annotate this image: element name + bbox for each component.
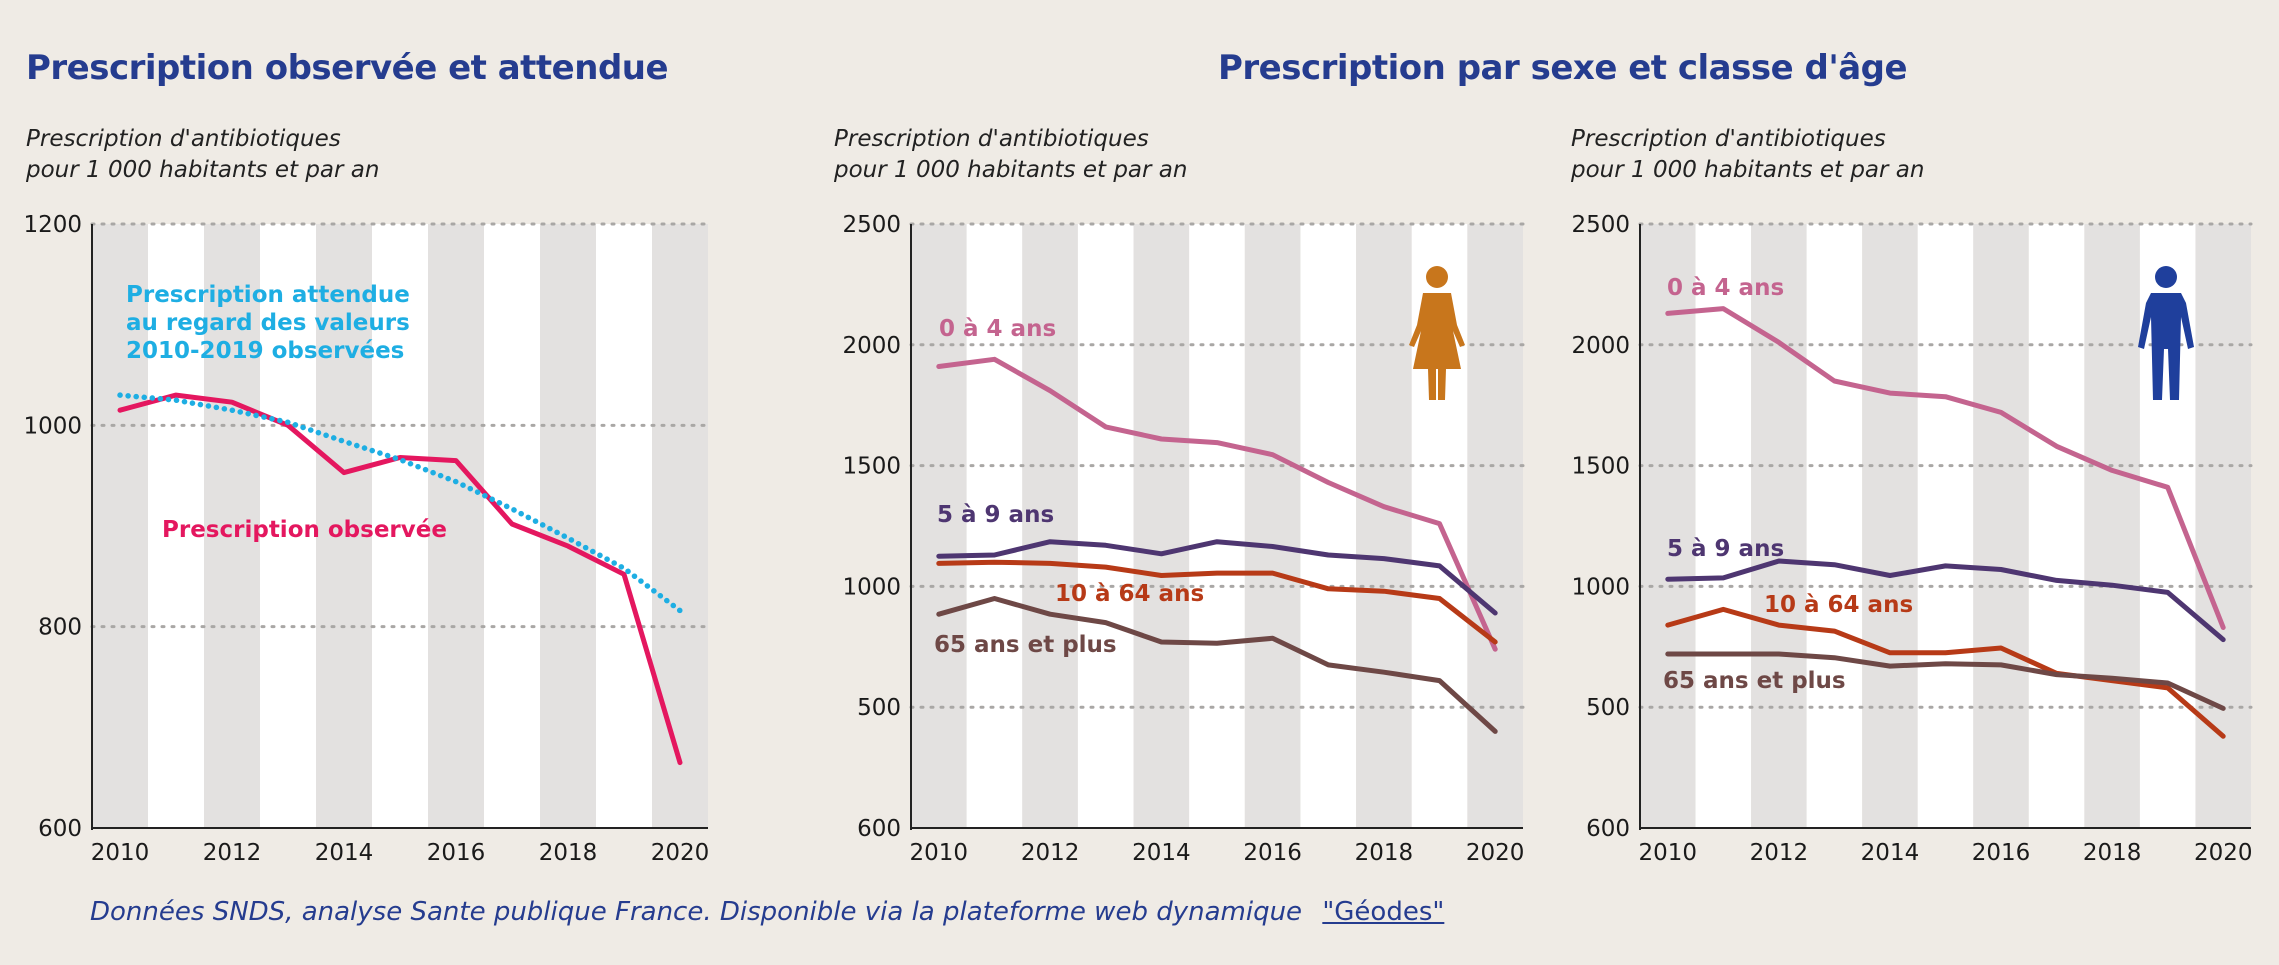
series-label-0-a-4-ans: 0 à 4 ans [1667, 275, 1784, 301]
x-tick-label: 2012 [1750, 840, 1809, 866]
chart-panel-3: 600 500 1000 1500 2000 2500 2010 2012 2014 2016 20… [1571, 212, 2252, 866]
year-band [1695, 224, 1752, 828]
year-band [1862, 224, 1918, 828]
y-tick-label: 1000 [1571, 574, 1630, 600]
source-text: Données SNDS, analyse Sante publique Fra… [90, 897, 1303, 927]
y-tick-label: 500 [857, 695, 901, 721]
series-label-line: 2010-2019 observées [126, 338, 404, 364]
x-tick-label: 2014 [1861, 840, 1920, 866]
y-tick-label: 1000 [842, 574, 901, 600]
y-tick-label: 500 [1586, 695, 1630, 721]
y-axis-label-line-2: pour 1 000 habitants et par an [834, 157, 1188, 183]
x-tick-label: 2014 [315, 840, 374, 866]
y-tick-label: 600 [857, 816, 901, 842]
y-tick-label: 1200 [23, 212, 82, 238]
y-tick-label: 2500 [842, 212, 901, 238]
y-axis-label-line-1: Prescription d'antibiotiques [26, 126, 341, 152]
year-band [2028, 224, 2085, 828]
y-axis-label-men: Prescription d'antibiotiques pour 1 000 … [1571, 124, 1924, 186]
series-label-line: au regard des valeurs [126, 310, 410, 336]
year-band [2084, 224, 2140, 828]
series-label-line: Prescription attendue [126, 282, 410, 308]
year-band [372, 224, 428, 828]
x-tick-label: 2016 [1243, 840, 1302, 866]
title-by-sex-age: Prescription par sexe et classe d'âge [1218, 48, 1908, 88]
y-tick-label: 600 [38, 816, 82, 842]
series-label-5-a-9-ans: 5 à 9 ans [937, 502, 1054, 528]
y-axis-label-observed: Prescription d'antibiotiques pour 1 000 … [26, 124, 379, 186]
series-line-prescription-attendue [117, 392, 683, 614]
title-observed-expected: Prescription observée et attendue [26, 48, 669, 88]
y-tick-label: 1500 [1571, 454, 1630, 480]
series-label-0-a-4-ans: 0 à 4 ans [939, 316, 1056, 342]
series-label-prescription-attendue: Prescription attendue au regard des valeu… [126, 282, 410, 364]
y-axis-label-line-2: pour 1 000 habitants et par an [26, 157, 380, 183]
year-band [1022, 224, 1078, 828]
year-band [1917, 224, 1974, 828]
x-tick-label: 2018 [2083, 840, 2142, 866]
series-label-10-a-64-ans: 10 à 64 ans [1764, 592, 1913, 618]
x-tick-label: 2018 [539, 840, 598, 866]
y-axis-label-line-2: pour 1 000 habitants et par an [1571, 157, 1925, 183]
y-tick-label: 1500 [842, 454, 901, 480]
series-label-65-ans-et-plus: 65 ans et plus [1663, 668, 1846, 694]
x-tick-label: 2020 [1466, 840, 1525, 866]
chart-panel-2: 600 500 1000 1500 2000 2500 2010 2012 2014 2016 20… [842, 212, 1525, 866]
year-band [1806, 224, 1863, 828]
year-band [260, 224, 316, 828]
series-label-prescription-observee: Prescription observée [162, 517, 447, 543]
x-tick-label: 2010 [91, 840, 150, 866]
female-icon [1409, 266, 1465, 400]
year-band [1640, 224, 1696, 828]
x-tick-label: 2018 [1355, 840, 1414, 866]
series-label-5-a-9-ans: 5 à 9 ans [1667, 536, 1784, 562]
chart-panel-1: 600 800 1000 1200 2010 2012 2014 2016 2018 2020 Pr… [23, 212, 710, 866]
y-tick-label: 600 [1586, 816, 1630, 842]
x-tick-label: 2016 [1972, 840, 2031, 866]
year-band [911, 224, 967, 828]
geodes-link[interactable]: "Géodes" [1322, 897, 1445, 927]
year-band [316, 224, 372, 828]
x-tick-label: 2016 [427, 840, 486, 866]
x-tick-label: 2014 [1132, 840, 1191, 866]
year-band [204, 224, 260, 828]
year-band [1189, 224, 1245, 828]
year-band [540, 224, 596, 828]
year-band [652, 224, 708, 828]
y-tick-label: 1000 [23, 413, 82, 439]
year-band [428, 224, 484, 828]
year-band [92, 224, 148, 828]
x-tick-label: 2010 [1638, 840, 1697, 866]
year-band [2195, 224, 2251, 828]
x-tick-label: 2020 [2194, 840, 2253, 866]
series-label-10-a-64-ans: 10 à 64 ans [1055, 581, 1204, 607]
y-axis-label-women: Prescription d'antibiotiques pour 1 000 … [834, 124, 1187, 186]
year-band [966, 224, 1023, 828]
year-band [1356, 224, 1412, 828]
x-tick-label: 2010 [910, 840, 969, 866]
year-band [1467, 224, 1523, 828]
y-tick-label: 800 [38, 615, 82, 641]
source-footer: Données SNDS, analyse Sante publique Fra… [90, 897, 1444, 927]
x-tick-label: 2012 [1021, 840, 1080, 866]
year-band [1077, 224, 1134, 828]
y-tick-label: 2000 [1571, 333, 1630, 359]
series-label-65-ans-et-plus: 65 ans et plus [934, 632, 1117, 658]
year-band [1973, 224, 2029, 828]
y-tick-label: 2500 [1571, 212, 1630, 238]
year-band [148, 224, 204, 828]
y-axis-label-line-1: Prescription d'antibiotiques [1571, 126, 1886, 152]
male-icon [2138, 266, 2194, 400]
x-tick-label: 2020 [651, 840, 710, 866]
y-tick-label: 2000 [842, 333, 901, 359]
x-tick-label: 2012 [203, 840, 262, 866]
year-band [1751, 224, 1807, 828]
year-band [1244, 224, 1301, 828]
year-band [1300, 224, 1357, 828]
year-band [1133, 224, 1190, 828]
y-axis-label-line-1: Prescription d'antibiotiques [834, 126, 1149, 152]
year-band [596, 224, 652, 828]
